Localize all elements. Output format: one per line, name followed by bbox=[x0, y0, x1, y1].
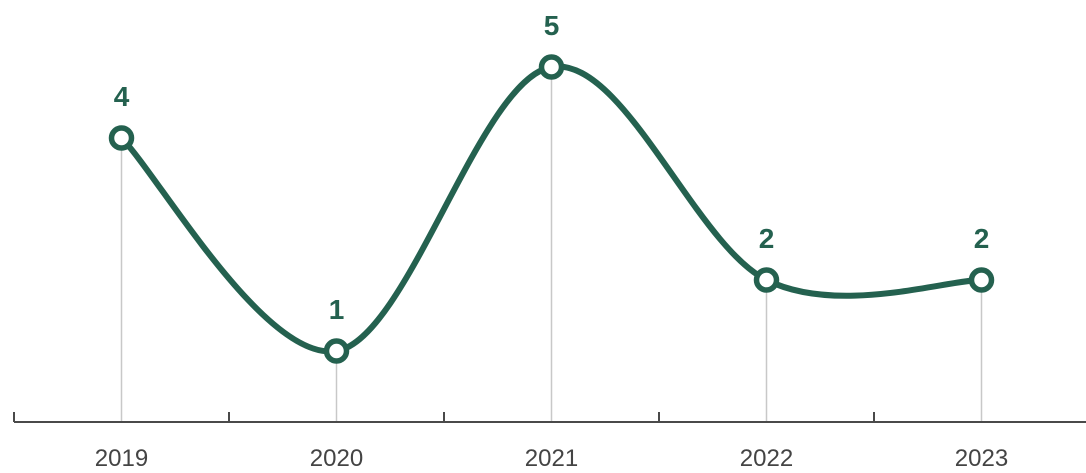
data-label: 1 bbox=[329, 294, 345, 325]
data-label: 5 bbox=[544, 10, 560, 41]
x-axis-tick-labels: 2019 2020 2021 2022 2023 bbox=[95, 445, 1008, 472]
x-tick-label: 2022 bbox=[740, 445, 793, 468]
x-axis-ticks bbox=[13, 412, 875, 422]
data-label: 2 bbox=[759, 223, 775, 254]
data-point-marker bbox=[538, 54, 565, 80]
data-markers bbox=[108, 54, 995, 364]
x-tick-label: 2023 bbox=[955, 445, 1008, 468]
data-label: 2 bbox=[974, 223, 990, 254]
data-point-marker bbox=[323, 338, 350, 364]
data-labels: 4 1 5 2 2 bbox=[114, 10, 990, 325]
series-line bbox=[118, 63, 985, 355]
data-point-marker bbox=[968, 267, 995, 293]
x-tick-label: 2020 bbox=[310, 445, 363, 468]
x-tick-label: 2021 bbox=[525, 445, 578, 468]
drop-lines bbox=[120, 67, 983, 422]
x-tick-label: 2019 bbox=[95, 445, 148, 468]
data-point-marker bbox=[753, 267, 780, 293]
data-point-marker bbox=[108, 125, 135, 151]
data-label: 4 bbox=[114, 81, 130, 112]
